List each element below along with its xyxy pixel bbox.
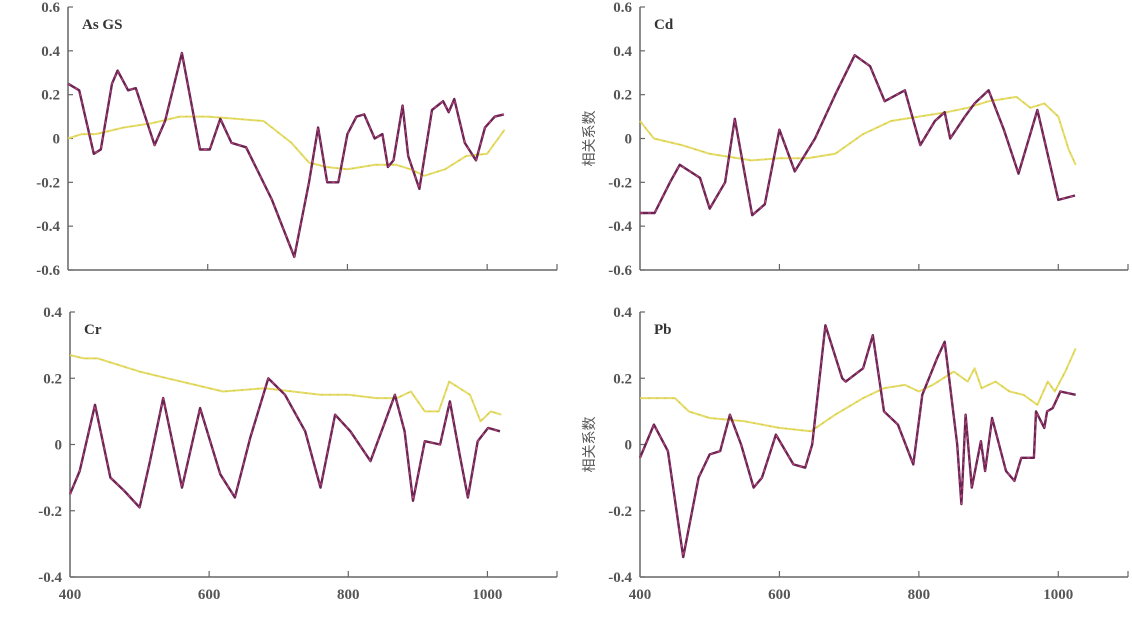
y-tick-label: -0.4 xyxy=(38,570,62,586)
y-tick-label: 0.4 xyxy=(43,305,62,321)
panel-title: Cd xyxy=(654,17,674,33)
panel-as-gs: 0.6 0.4 0.2 0 -0.2 -0.4 -0.6 As GS xyxy=(36,0,558,279)
y-tick-label: -0.6 xyxy=(36,263,60,279)
y-axis-label: 相关系数 xyxy=(582,417,598,473)
x-tick-label: 400 xyxy=(59,587,82,603)
y-tick-label: -0.2 xyxy=(38,504,62,520)
series-line-yellow xyxy=(67,115,506,177)
series-line-purple xyxy=(638,324,1076,559)
x-tick-label: 800 xyxy=(337,587,360,603)
x-tick-label: 800 xyxy=(908,587,931,603)
series-line-purple xyxy=(68,377,501,509)
series-line-yellow-dash xyxy=(639,96,1077,165)
series-line-yellow-dash xyxy=(67,116,505,177)
y-tick-label: 0.2 xyxy=(43,371,62,387)
y-tick-label: -0.4 xyxy=(608,219,632,235)
y-tick-label: -0.4 xyxy=(608,570,632,586)
series-line-purple xyxy=(67,51,505,259)
series-line-yellow xyxy=(640,347,1077,433)
panel-cd: 0.6 0.4 0.2 0 -0.2 -0.4 -0.6 Cd 相关系数 xyxy=(582,0,1129,279)
panel-title: Cr xyxy=(84,322,102,338)
y-tick-label: -0.2 xyxy=(608,504,632,520)
y-tick-label: 0.2 xyxy=(613,371,632,387)
panel-title: Pb xyxy=(654,322,672,338)
y-tick-label: -0.4 xyxy=(36,219,60,235)
series-line-purple-dash xyxy=(639,325,1076,558)
y-tick-label: -0.2 xyxy=(36,175,60,191)
series-line-yellow-dash xyxy=(69,354,502,422)
y-tick-label: 0.2 xyxy=(41,88,60,104)
y-tick-label: 0 xyxy=(53,132,61,148)
x-tick-label: 400 xyxy=(629,587,652,603)
series-line-purple-dash xyxy=(69,377,501,509)
y-tick-label: 0.2 xyxy=(613,88,632,104)
y-tick-label: 0 xyxy=(625,132,633,148)
y-tick-label: 0 xyxy=(55,438,63,454)
y-axis-label: 相关系数 xyxy=(582,111,598,167)
x-tick-label: 1000 xyxy=(1043,587,1073,603)
y-tick-label: 0.4 xyxy=(613,305,632,321)
series-line-yellow-dash xyxy=(640,348,1077,432)
x-tick-label: 1000 xyxy=(472,587,502,603)
y-tick-label: 0.6 xyxy=(41,0,60,16)
x-tick-label: 600 xyxy=(198,587,221,603)
panel-title: As GS xyxy=(82,17,122,33)
y-tick-label: -0.6 xyxy=(608,263,632,279)
y-tick-label: 0.6 xyxy=(613,0,632,16)
series-line-yellow xyxy=(639,95,1077,166)
series-line-yellow xyxy=(69,354,502,423)
x-tick-label: 600 xyxy=(768,587,791,603)
y-tick-label: 0.4 xyxy=(41,44,60,60)
y-tick-label: 0.4 xyxy=(613,44,632,60)
series-line-purple-dash xyxy=(67,52,505,259)
y-tick-label: -0.2 xyxy=(608,175,632,191)
series-line-purple xyxy=(640,54,1076,217)
y-tick-label: 0 xyxy=(625,438,633,454)
